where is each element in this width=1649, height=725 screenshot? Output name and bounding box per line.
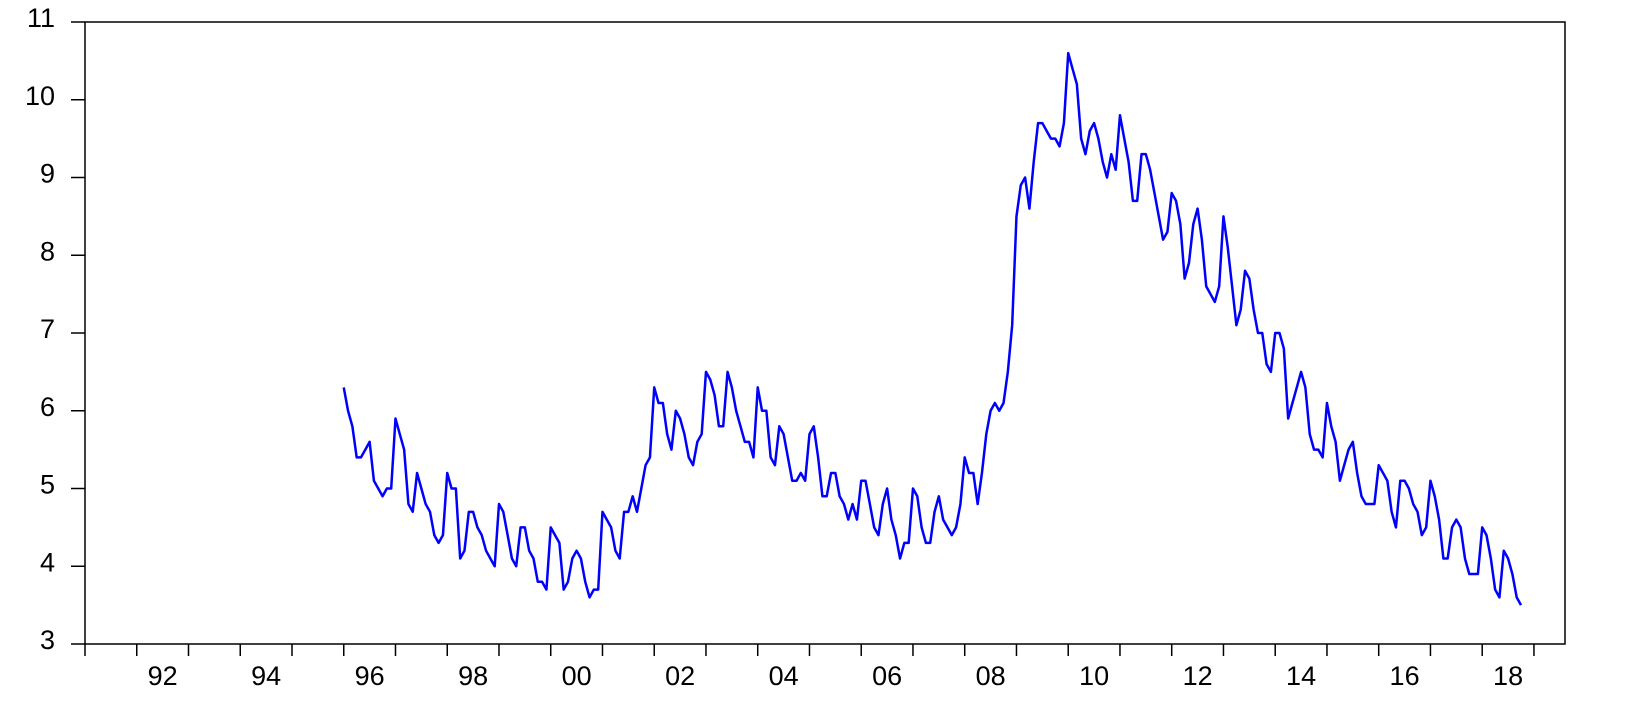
x-tick-label: 94 xyxy=(251,661,281,691)
y-tick-label: 6 xyxy=(40,392,55,422)
x-tick-label: 98 xyxy=(458,661,488,691)
y-tick-label: 10 xyxy=(25,81,55,111)
x-tick-label: 06 xyxy=(872,661,902,691)
y-tick-label: 9 xyxy=(40,159,55,189)
x-tick-label: 08 xyxy=(976,661,1006,691)
x-tick-label: 12 xyxy=(1183,661,1213,691)
x-tick-label: 16 xyxy=(1390,661,1420,691)
x-tick-label: 00 xyxy=(562,661,592,691)
x-tick-label: 96 xyxy=(355,661,385,691)
x-tick-label: 92 xyxy=(148,661,178,691)
x-tick-label: 14 xyxy=(1286,661,1316,691)
y-tick-label: 3 xyxy=(40,625,55,655)
y-tick-label: 5 xyxy=(40,470,55,500)
y-tick-label: 7 xyxy=(40,314,55,344)
x-tick-label: 10 xyxy=(1079,661,1109,691)
x-tick-label: 18 xyxy=(1493,661,1523,691)
x-tick-label: 02 xyxy=(665,661,695,691)
data-line xyxy=(342,51,1523,606)
y-tick-label: 11 xyxy=(27,3,55,33)
y-tick-label: 4 xyxy=(40,547,55,577)
y-tick-label: 8 xyxy=(40,236,55,266)
x-tick-label: 04 xyxy=(769,661,799,691)
plot-frame xyxy=(84,21,1566,645)
